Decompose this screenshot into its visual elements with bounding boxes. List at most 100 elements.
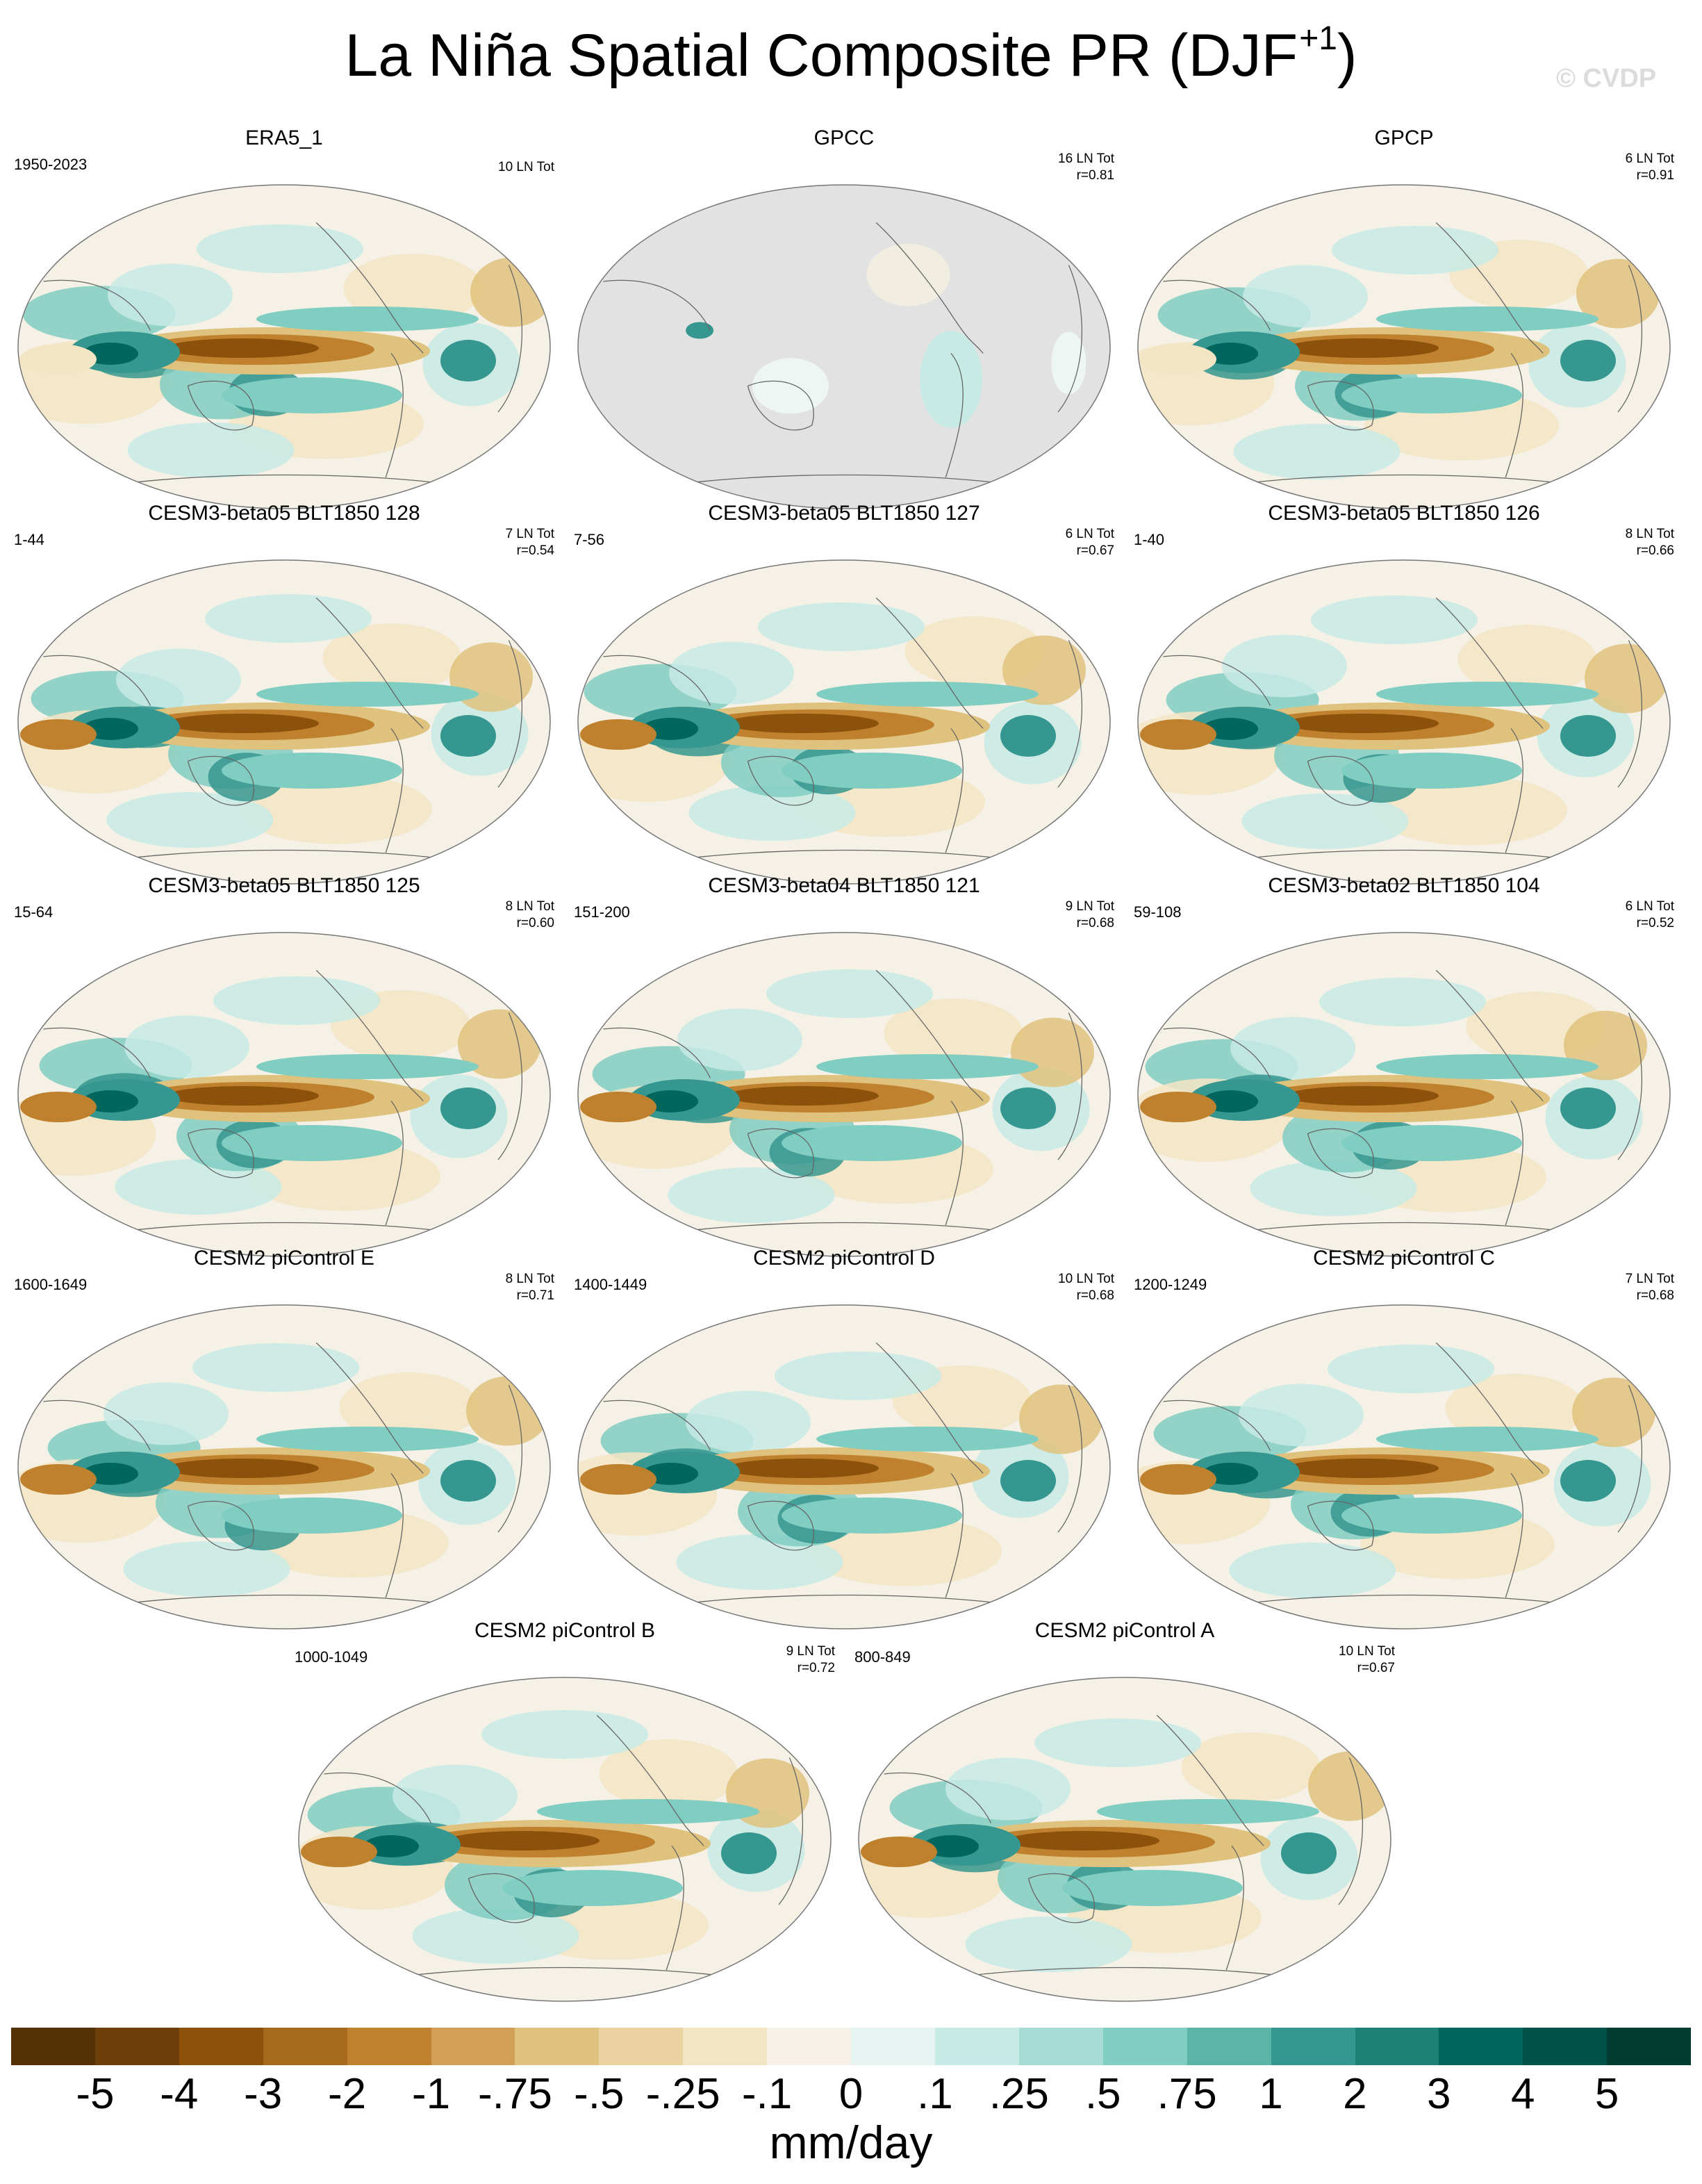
panel-title: GPCP [1374, 126, 1434, 149]
world-map [17, 559, 551, 885]
panel-years: 7-56 [574, 531, 605, 548]
panel-correlation: r=0.72 [797, 1661, 835, 1675]
panel-event-count: 8 LN Tot [1625, 527, 1674, 541]
panel-title: CESM2 piControl A [1034, 1619, 1215, 1642]
panel-correlation: r=0.71 [516, 1288, 554, 1303]
watermark: © CVDP [1556, 64, 1657, 93]
colorbar-swatch [1018, 2028, 1103, 2065]
colorbar-tick-label: .1 [917, 2070, 953, 2118]
colorbar-swatch [1607, 2028, 1692, 2065]
colorbar-swatch [1355, 2028, 1439, 2065]
map-panel: CESM3-beta05 BLT1850 126 1-40 8 LN Tot r=0.… [1130, 502, 1678, 885]
panel-title: ERA5_1 [245, 126, 323, 149]
colorbar-tick-label: .5 [1084, 2070, 1121, 2118]
colorbar-labels: -5 -4 -3 -2 -1 -.75 -.5 -.25 -.1 0 .1 .25 .5 .75 1 2 3 4 5 [11, 2069, 1691, 2125]
colorbar-tick-label: .75 [1157, 2070, 1217, 2118]
colorbar-tick-label: 3 [1427, 2070, 1451, 2118]
panel-years: 15-64 [14, 903, 53, 921]
panel-event-count: 6 LN Tot [1065, 527, 1114, 541]
colorbar-tick-label: -.75 [477, 2070, 552, 2118]
panel-event-count: 8 LN Tot [505, 1272, 554, 1286]
panel-event-count: 10 LN Tot [1339, 1644, 1395, 1659]
panel-correlation: r=0.52 [1636, 916, 1674, 930]
colorbar-swatch [599, 2028, 684, 2065]
panel-event-count: 6 LN Tot [1625, 899, 1674, 914]
colorbar-swatch [1523, 2028, 1608, 2065]
colorbar-swatch [1271, 2028, 1355, 2065]
world-map [577, 559, 1111, 885]
panel-correlation: r=0.67 [1357, 1661, 1395, 1675]
colorbar-tick-label: -1 [411, 2070, 451, 2118]
colorbar-swatch [1439, 2028, 1523, 2065]
panel-correlation: r=0.68 [1076, 1288, 1114, 1303]
panel-years: 1-40 [1134, 531, 1165, 548]
colorbar-tick-label: -.5 [574, 2070, 625, 2118]
panel-title: CESM3-beta04 BLT1850 121 [708, 874, 980, 897]
world-map [1137, 184, 1671, 509]
world-map [17, 1304, 551, 1629]
map-panel: CESM3-beta05 BLT1850 127 7-56 6 LN Tot r=0.… [570, 502, 1118, 885]
colorbar-tick-label: -.25 [645, 2070, 720, 2118]
panel-correlation: r=0.68 [1076, 916, 1114, 930]
panel-event-count: 7 LN Tot [505, 527, 554, 541]
world-map [577, 1304, 1111, 1629]
world-map [858, 1677, 1391, 2002]
colorbar-tick-label: -5 [76, 2070, 115, 2118]
colorbar-tick-label: 5 [1594, 2070, 1619, 2118]
world-map [298, 1677, 832, 2002]
colorbar-tick-label: -.1 [741, 2070, 793, 2118]
colorbar-swatch [1102, 2028, 1187, 2065]
panel-years: 800-849 [854, 1648, 911, 1666]
panel-correlation: r=0.60 [516, 916, 554, 930]
map-panel: CESM3-beta02 BLT1850 104 59-108 6 LN Tot r=… [1130, 874, 1678, 1257]
map-panel: CESM2 piControl B 1000-1049 9 LN Tot r=0.72 [290, 1619, 839, 2002]
panel-years: 59-108 [1134, 903, 1182, 921]
colorbar-units: mm/day [769, 2117, 933, 2168]
map-panel: CESM2 piControl E 1600-1649 8 LN Tot r=0.71 [10, 1247, 559, 1629]
panel-title: CESM2 piControl B [474, 1619, 656, 1642]
panel-title: CESM2 piControl E [193, 1247, 375, 1270]
colorbar-tick-label: -3 [244, 2070, 283, 2118]
panel-correlation: r=0.68 [1636, 1288, 1674, 1303]
colorbar-swatch [263, 2028, 347, 2065]
world-map [577, 184, 1111, 509]
colorbar-swatch [11, 2028, 95, 2065]
panel-event-count: 7 LN Tot [1625, 1272, 1674, 1286]
colorbar-swatch [1187, 2028, 1271, 2065]
panel-years: 151-200 [574, 903, 630, 921]
map-panel: CESM3-beta05 BLT1850 125 15-64 8 LN Tot r=0… [10, 874, 559, 1257]
colorbar-swatch [767, 2028, 852, 2065]
world-map [1137, 1304, 1671, 1629]
map-panel: CESM2 piControl A 800-849 10 LN Tot r=0.67 [850, 1619, 1399, 2002]
colorbar-tick-label: 2 [1343, 2070, 1367, 2118]
colorbar-tick-label: 0 [838, 2070, 864, 2118]
panel-event-count: 10 LN Tot [498, 160, 554, 174]
panel-years: 1400-1449 [574, 1276, 647, 1293]
map-panel: GPCC 16 LN Tot r=0.81 [570, 126, 1118, 509]
figure-title: La Niña Spatial Composite PR (DJF+1) [345, 20, 1357, 89]
colorbar-swatch [431, 2028, 515, 2065]
panel-event-count: 9 LN Tot [786, 1644, 835, 1659]
world-map [1137, 932, 1671, 1257]
colorbar [11, 2028, 1692, 2065]
map-panel: CESM3-beta04 BLT1850 121 151-200 9 LN Tot r… [570, 874, 1118, 1257]
colorbar-swatch [683, 2028, 768, 2065]
world-map [17, 184, 551, 509]
panel-correlation: r=0.67 [1076, 543, 1114, 558]
panel-event-count: 16 LN Tot [1058, 151, 1114, 166]
world-map [1137, 559, 1671, 885]
colorbar-tick-label: -4 [160, 2070, 199, 2118]
panel-title: CESM2 piControl D [753, 1247, 935, 1270]
panel-title: CESM3-beta05 BLT1850 128 [148, 502, 420, 525]
world-map [577, 932, 1111, 1257]
map-panel: GPCP 6 LN Tot r=0.91 [1130, 126, 1678, 509]
map-panel: CESM2 piControl C 1200-1249 7 LN Tot r=0.68 [1130, 1247, 1678, 1629]
panel-event-count: 8 LN Tot [505, 899, 554, 914]
panel-title: GPCC [813, 126, 875, 149]
panel-event-count: 9 LN Tot [1065, 899, 1114, 914]
colorbar-swatch [934, 2028, 1019, 2065]
panel-years: 1600-1649 [14, 1276, 88, 1293]
map-panel: ERA5_1 1950-2023 10 LN Tot [10, 126, 559, 509]
panel-title: CESM3-beta05 BLT1850 127 [708, 502, 980, 525]
panel-years: 1200-1249 [1134, 1276, 1207, 1293]
